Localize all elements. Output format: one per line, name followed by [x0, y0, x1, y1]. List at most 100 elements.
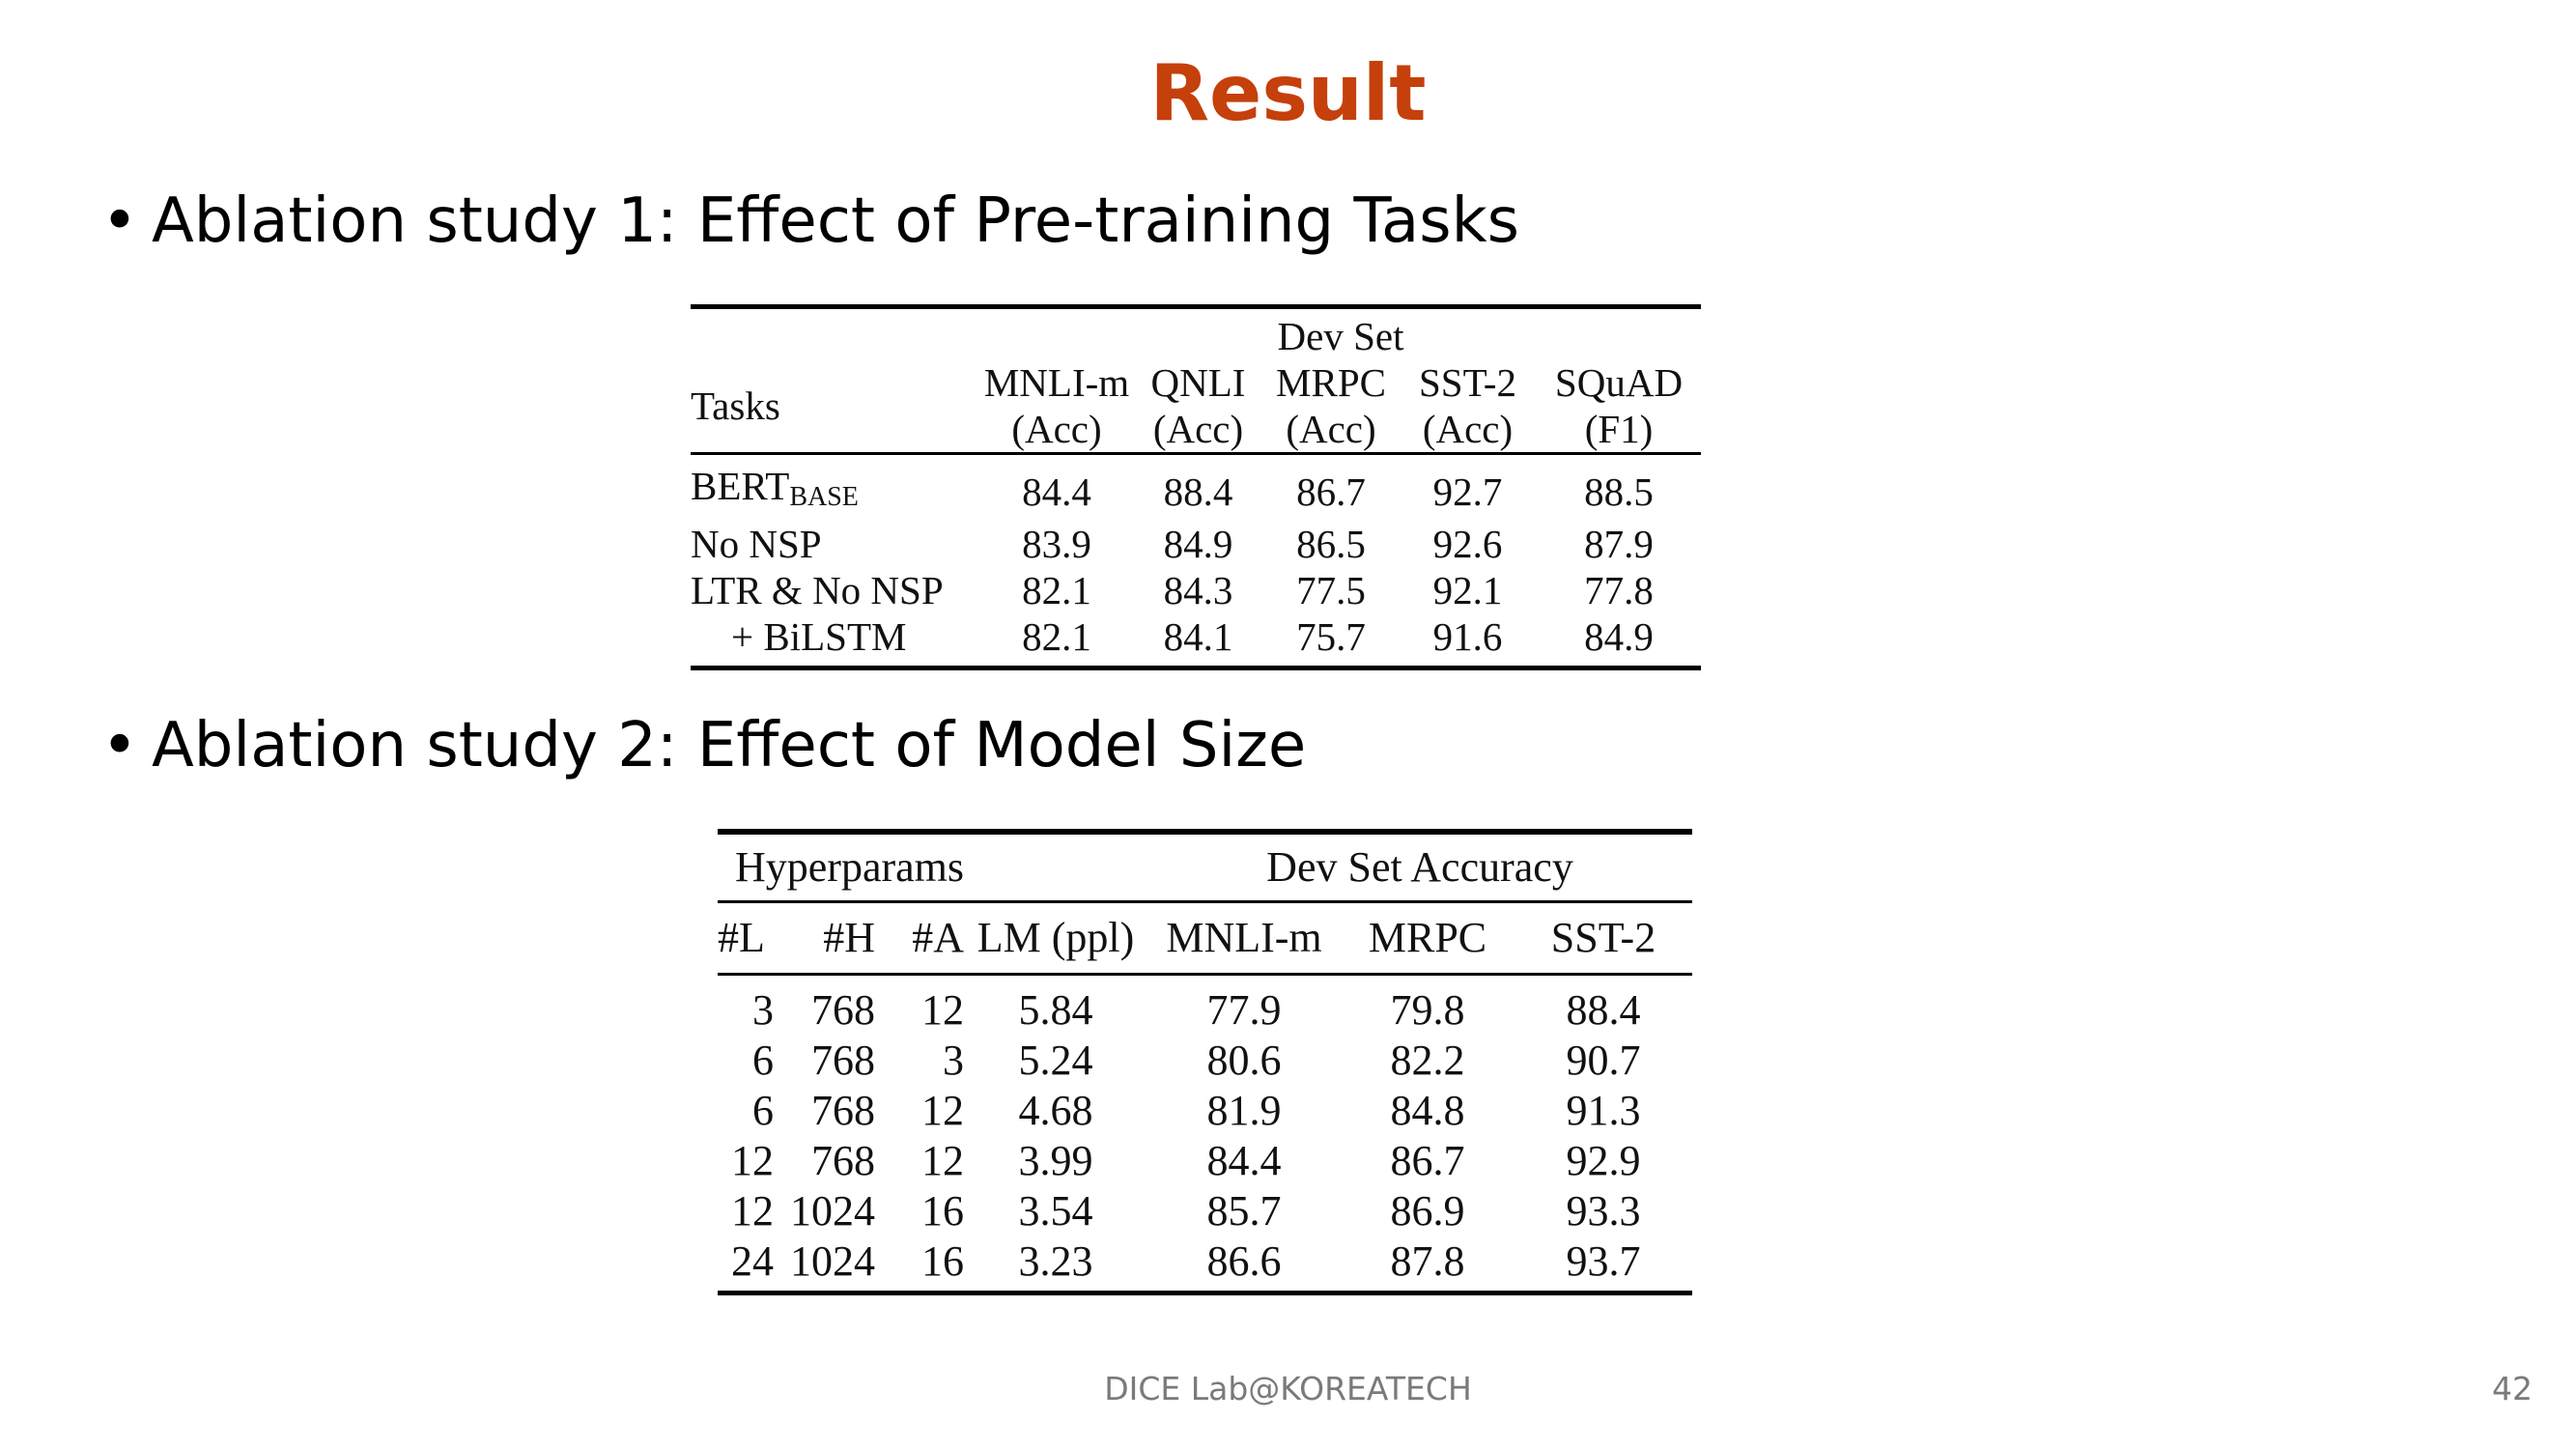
table2-cell: 12 — [921, 1137, 964, 1184]
table2-cell: 93.7 — [1514, 1236, 1692, 1295]
pretraining-tasks-table: Dev Set Tasks MNLI-m QNLI MRPC SST-2 SQu… — [691, 304, 1701, 670]
table2-cell: 84.8 — [1390, 1087, 1465, 1134]
table2-cell: 3 — [943, 1037, 964, 1084]
page-number: 42 — [2492, 1370, 2533, 1407]
table1-cell: 84.1 — [1133, 613, 1263, 670]
table2-cell: 5.24 — [1018, 1037, 1093, 1084]
table2-cell: 92.9 — [1566, 1137, 1641, 1184]
table1-col-metric: (Acc) — [1286, 407, 1376, 451]
table2-cell: 768 — [811, 1087, 875, 1134]
table2-cell: 6 — [752, 1037, 774, 1084]
bullet-icon: • — [101, 710, 138, 781]
table1-cell: 84.3 — [1163, 568, 1233, 612]
table-row: LTR & No NSP 82.1 84.3 77.5 92.1 77.8 — [691, 567, 1701, 613]
table2-cell: 85.7 — [1206, 1187, 1282, 1235]
table2-cell: 768 — [811, 1137, 875, 1184]
table-row: 3 768 12 5.84 77.9 79.8 88.4 — [718, 975, 1692, 1037]
table2-cell: 86.7 — [1390, 1137, 1465, 1184]
subscript: BASE — [789, 482, 859, 512]
table1-cell: 91.6 — [1399, 613, 1537, 670]
slide-title: Result — [1149, 48, 1427, 138]
table-row: BERTBASE 84.4 88.4 86.7 92.7 88.5 — [691, 452, 1701, 521]
table2-cell: 88.4 — [1566, 986, 1641, 1034]
table1-col-metric: (Acc) — [1011, 407, 1102, 451]
table2-cell: 16 — [921, 1187, 964, 1235]
table2-cell: 3 — [752, 986, 774, 1034]
table1-task-cell: LTR & No NSP — [691, 568, 944, 612]
table1-cell: 92.7 — [1399, 452, 1537, 521]
table-row: 6 768 12 4.68 81.9 84.8 91.3 — [718, 1086, 1692, 1136]
table2-group-accuracy: Dev Set Accuracy — [1147, 829, 1692, 902]
bullet-ablation-1: • Ablation study 1: Effect of Pre-trainin… — [101, 185, 1519, 257]
bullet-text: Ablation study 1: Effect of Pre-training… — [152, 185, 1519, 257]
table2-cell: 81.9 — [1206, 1087, 1282, 1134]
table1-cell: 86.7 — [1263, 452, 1399, 521]
bullet-ablation-2: • Ablation study 2: Effect of Model Size — [101, 710, 1306, 781]
bullet-text: Ablation study 2: Effect of Model Size — [152, 710, 1307, 781]
table1-cell: 82.1 — [1022, 568, 1091, 612]
table2-cell: 93.3 — [1566, 1187, 1641, 1235]
table2-cell: 24 — [718, 1236, 774, 1295]
table2-cell: 90.7 — [1566, 1037, 1641, 1084]
table2-cell: 12 — [921, 1087, 964, 1134]
table2-col-header: #A — [875, 900, 964, 976]
table1-cell: 84.4 — [980, 452, 1133, 521]
table1-cell: 88.4 — [1133, 452, 1263, 521]
table2-cell: 79.8 — [1390, 986, 1465, 1034]
table2-cell: 3.54 — [1018, 1187, 1093, 1235]
table2-cell: 91.3 — [1566, 1087, 1641, 1134]
table1-cell: 88.5 — [1537, 452, 1701, 521]
bullet-icon: • — [101, 185, 138, 257]
table1-col-name: MRPC — [1276, 360, 1386, 405]
table2-col-header: LM (ppl) — [964, 900, 1147, 976]
table2-cell: 4.68 — [1018, 1087, 1093, 1134]
table1-task-cell: + BiLSTM — [691, 613, 980, 670]
table-row: + BiLSTM 82.1 84.1 75.7 91.6 84.9 — [691, 613, 1701, 670]
table1-cell: 77.8 — [1584, 568, 1654, 612]
table2-cell: 87.8 — [1341, 1236, 1514, 1295]
table2-cell: 80.6 — [1206, 1037, 1282, 1084]
table-row: 12 1024 16 3.54 85.7 86.9 93.3 — [718, 1186, 1692, 1236]
table1-tasks-header: Tasks — [691, 384, 780, 428]
table2-col-header: #L — [718, 900, 774, 976]
table2-cell: 86.9 — [1390, 1187, 1465, 1235]
table1-cell: 86.5 — [1296, 522, 1366, 566]
table1-col-metric: (Acc) — [1422, 407, 1514, 451]
table1-col-name: SQuAD — [1554, 360, 1684, 405]
table2-cell: 5.84 — [1018, 986, 1093, 1034]
table1-group-header: Dev Set — [1277, 314, 1404, 358]
table1-task-cell: BERTBASE — [691, 452, 980, 521]
table2-cell: 12 — [731, 1137, 774, 1184]
table1-cell: 87.9 — [1584, 522, 1654, 566]
table-row: 6 768 3 5.24 80.6 82.2 90.7 — [718, 1036, 1692, 1086]
table1-top-rule — [691, 307, 980, 360]
table-row: No NSP 83.9 84.9 86.5 92.6 87.9 — [691, 521, 1701, 567]
table1-col-metric: (Acc) — [1152, 407, 1244, 451]
table2-cell: 12 — [921, 986, 964, 1034]
table2-group-hyperparams: Hyperparams — [718, 829, 1147, 902]
slide-footer: DICE Lab@KOREATECH — [1104, 1370, 1472, 1407]
table2-cell: 3.23 — [964, 1236, 1147, 1295]
table2-cell: 12 — [731, 1187, 774, 1235]
table2-cell: 84.4 — [1206, 1137, 1282, 1184]
table1-col-metric: (F1) — [1584, 407, 1654, 451]
table2-cell: 86.6 — [1147, 1236, 1341, 1295]
table1-cell: 77.5 — [1296, 568, 1366, 612]
table2-col-header: MRPC — [1341, 900, 1514, 976]
table1-col-name: QNLI — [1150, 360, 1246, 405]
table1-task-cell: No NSP — [691, 522, 822, 566]
table2-cell: 768 — [811, 1037, 875, 1084]
table2-cell: 3.99 — [1018, 1137, 1093, 1184]
table1-col-name: MNLI-m — [983, 360, 1130, 405]
table-row: 24 1024 16 3.23 86.6 87.8 93.7 — [718, 1236, 1692, 1295]
table1-cell: 82.1 — [980, 613, 1133, 670]
table1-cell: 75.7 — [1263, 613, 1399, 670]
table1-cell: 84.9 — [1537, 613, 1701, 670]
table2-cell: 1024 — [790, 1187, 875, 1235]
table2-cell: 6 — [752, 1087, 774, 1134]
table1-cell: 83.9 — [1022, 522, 1091, 566]
table2-cell: 82.2 — [1390, 1037, 1465, 1084]
table2-col-header: #H — [774, 900, 875, 976]
table2-cell: 16 — [875, 1236, 964, 1295]
table-row: 12 768 12 3.99 84.4 86.7 92.9 — [718, 1136, 1692, 1186]
